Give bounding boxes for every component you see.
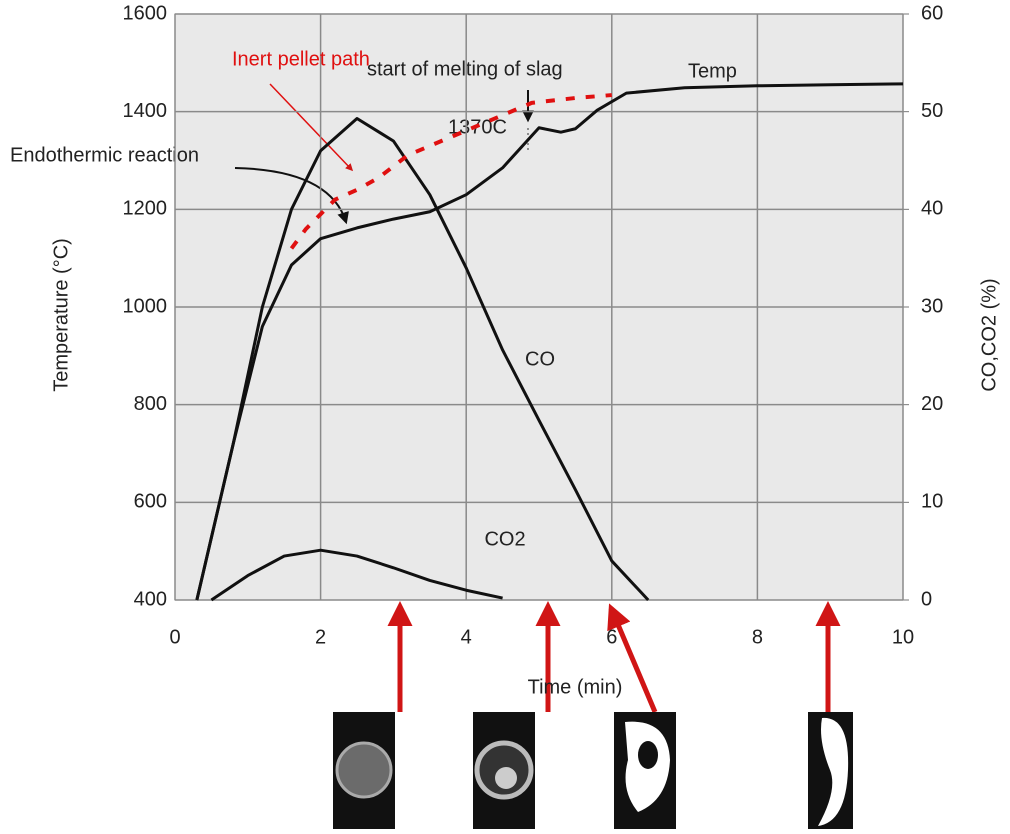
x-tick-label: 8 xyxy=(752,626,763,648)
y2-tick-label: 20 xyxy=(921,393,943,415)
micrograph-detail xyxy=(495,767,517,789)
y-tick-label: 400 xyxy=(134,588,167,610)
series-line xyxy=(195,82,904,601)
y2-tick-label: 40 xyxy=(921,198,943,220)
series-label: CO2 xyxy=(484,528,525,550)
y-axis-label: Temperature (°C) xyxy=(50,238,72,392)
series-line xyxy=(195,117,650,602)
y2-tick-label: 10 xyxy=(921,491,943,513)
series-label: CO xyxy=(525,348,555,370)
micrograph-detail xyxy=(335,741,393,799)
y-tick-label: 1200 xyxy=(123,198,168,220)
annotation-arrow xyxy=(234,167,349,225)
series-line xyxy=(210,548,503,602)
annotation-arrow xyxy=(269,83,354,172)
x-tick-label: 0 xyxy=(169,626,180,648)
y-tick-label: 1400 xyxy=(123,100,168,122)
y-tick-label: 1000 xyxy=(123,295,168,317)
y-tick-label: 1600 xyxy=(123,2,168,24)
x-tick-label: 10 xyxy=(892,626,914,648)
y-tick-label: 600 xyxy=(134,491,167,513)
arrow xyxy=(607,603,658,713)
y2-axis-label: CO,CO2 (%) xyxy=(978,278,1000,391)
image-strip xyxy=(333,601,853,829)
annotation: start of melting of slag xyxy=(367,58,563,80)
y2-tick-label: 50 xyxy=(921,100,943,122)
x-tick-label: 6 xyxy=(606,626,617,648)
annotation: Endothermic reaction xyxy=(10,144,199,166)
series-label: Temp xyxy=(688,60,737,82)
micrograph-detail xyxy=(818,717,849,826)
micrograph-detail xyxy=(638,741,658,769)
y2-tick-label: 0 xyxy=(921,588,932,610)
y-tick-label: 800 xyxy=(134,393,167,415)
x-tick-label: 2 xyxy=(315,626,326,648)
y2-tick-label: 60 xyxy=(921,2,943,24)
series-line xyxy=(289,93,612,250)
x-tick-label: 4 xyxy=(461,626,472,648)
y2-tick-label: 30 xyxy=(921,295,943,317)
x-axis-label: Time (min) xyxy=(528,676,623,698)
series-label: Inert pellet path xyxy=(232,48,370,70)
